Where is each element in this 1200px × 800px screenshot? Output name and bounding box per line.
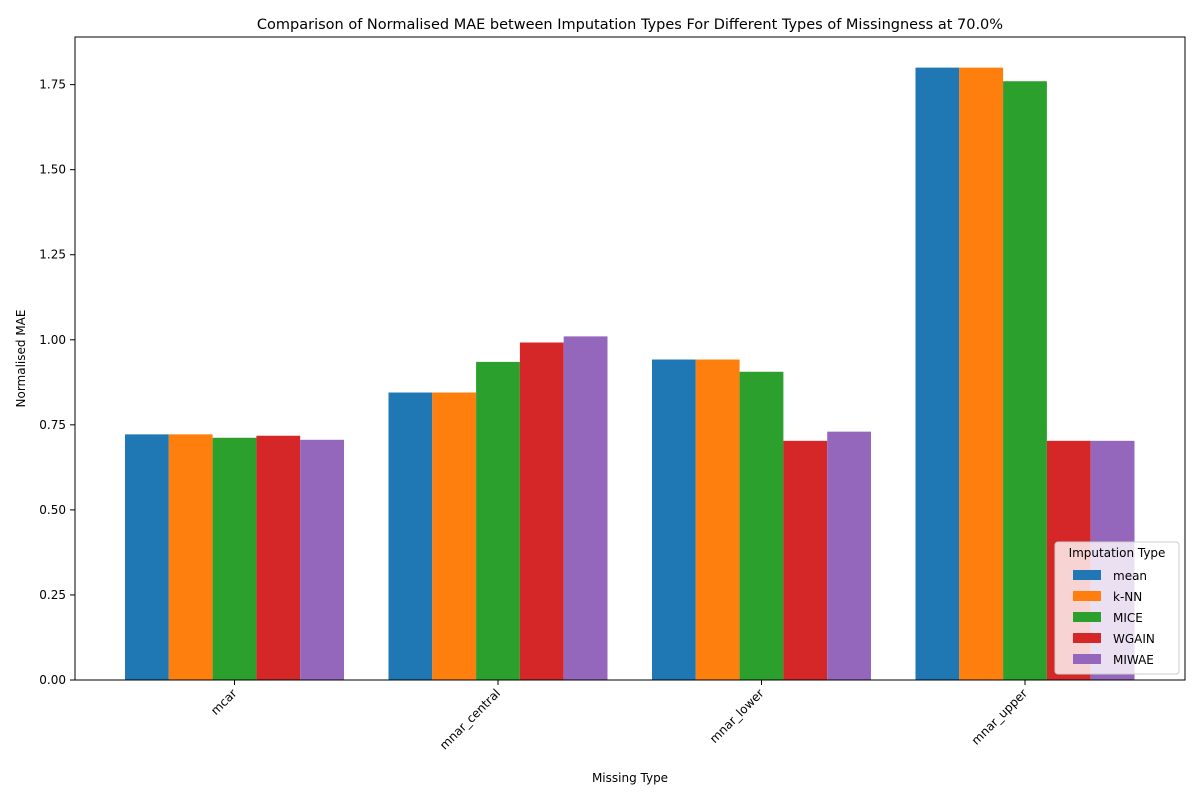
legend-swatch [1073,570,1101,580]
legend: Imputation Type mean k-NN MICE WGAIN MIWAE [1054,541,1180,675]
y-tick-label: 0.00 [39,673,66,687]
bar-mean-mnar-central [388,392,433,680]
legend-swatch [1073,612,1101,622]
bar-miwae-mnar-lower [827,431,871,680]
legend-label: WGAIN [1113,632,1155,646]
bar-mice-mnar-central [476,361,520,680]
bar-miwae-mcar [300,439,344,680]
bar-mean-mcar [125,434,169,680]
y-tick-label: 0.50 [39,503,66,517]
bar-wgain-mnar-central [519,342,564,680]
bar-miwae-mnar-central [563,336,608,680]
legend-title: Imputation Type [1069,546,1166,560]
legend-swatch [1073,633,1101,643]
x-tick-label: mcar [208,686,240,718]
y-tick-label: 1.00 [39,333,66,347]
bar-mean-mnar-lower [652,359,696,680]
bar-wgain-mcar [256,435,301,680]
bar-mice-mcar [212,437,257,680]
x-axis-label: Missing Type [592,771,668,785]
plot-bars [125,67,1135,681]
y-tick-label: 0.75 [39,418,66,432]
legend-items: mean k-NN MICE WGAIN MIWAE [1073,569,1155,667]
legend-swatch [1073,654,1101,664]
y-tick-label: 1.50 [39,163,66,177]
bar-wgain-mnar-lower [783,440,828,680]
legend-label: MICE [1113,611,1143,625]
bar-k-nn-mnar-upper [959,67,1004,681]
plot-frame [74,36,1186,681]
chart-title: Comparison of Normalised MAE between Imp… [257,17,1003,33]
y-tick-label: 1.25 [39,248,66,262]
bar-k-nn-mnar-central [432,392,477,680]
legend-label: k-NN [1113,590,1142,604]
bar-mice-mnar-lower [739,371,784,680]
x-axis: mcar mnar_central mnar_lower mnar_upper [208,680,1030,752]
bar-k-nn-mnar-lower [695,359,740,680]
y-tick-label: 1.75 [39,78,66,92]
y-axis-label: Normalised MAE [14,310,28,408]
legend-swatch [1073,591,1101,601]
x-tick-label: mnar_upper [969,686,1030,747]
bar-mice-mnar-upper [1003,81,1047,680]
bar-mean-mnar-upper [915,67,960,681]
x-tick-label: mnar_lower [707,686,767,746]
y-axis: 0.00 0.25 0.50 0.75 1.00 1.25 1.50 1.75 [39,78,75,687]
legend-label: mean [1113,569,1147,583]
legend-label: MIWAE [1113,653,1154,667]
y-tick-label: 0.25 [39,588,66,602]
x-tick-label: mnar_central [437,686,503,752]
bar-k-nn-mcar [168,434,213,680]
